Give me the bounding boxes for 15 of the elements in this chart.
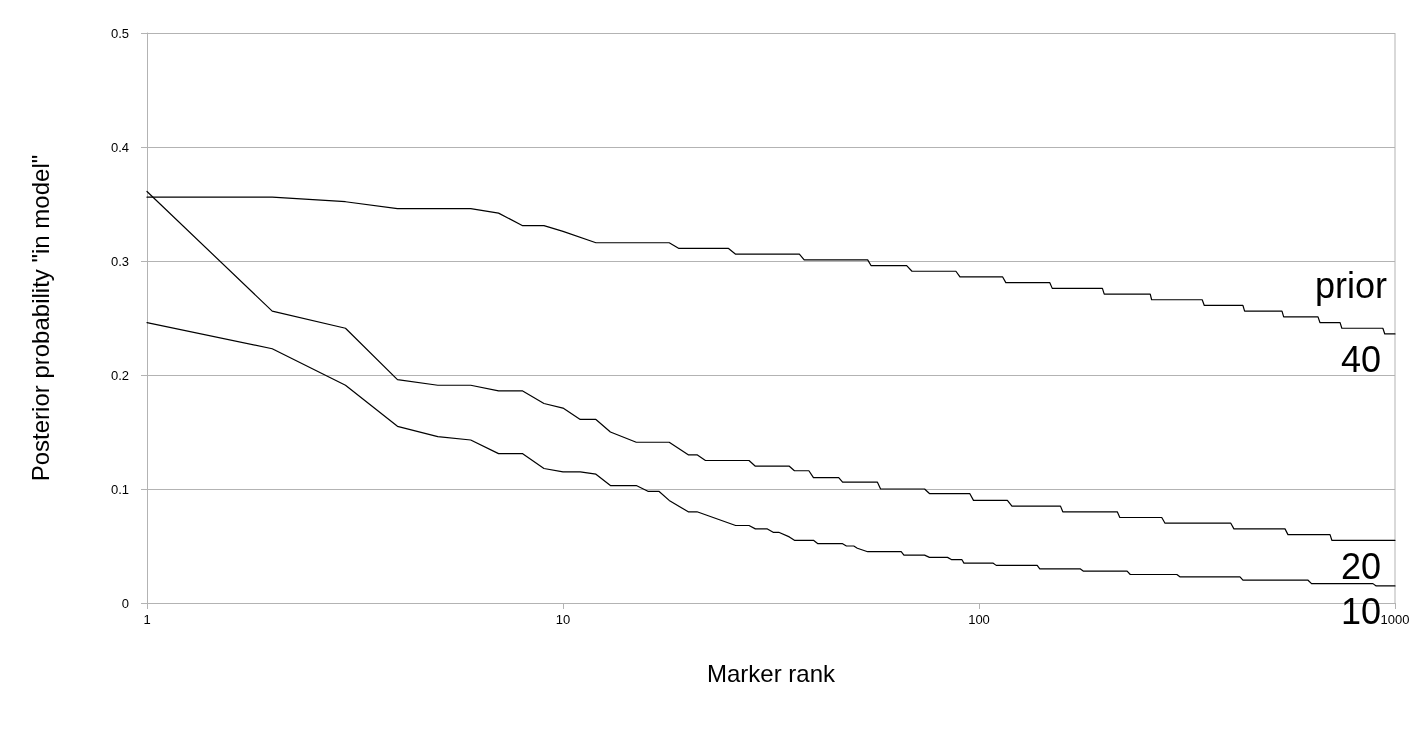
x-tick-label: 1000 (1380, 612, 1410, 627)
series-label: 40 (1341, 339, 1382, 381)
series-label: 20 (1341, 545, 1382, 587)
x-tick-label: 100 (968, 612, 990, 627)
x-axis-title: Marker rank (706, 659, 837, 687)
x-tick-label: 10 (555, 612, 571, 627)
x-tick-label: 1 (143, 612, 151, 627)
y-tick-label: 0.2 (110, 367, 129, 383)
y-tick-label: 0.5 (110, 25, 129, 41)
y-tick-label: 0.1 (110, 481, 129, 497)
y-tick-label: 0 (121, 595, 129, 611)
y-tick-label: 0.4 (110, 139, 129, 155)
annotation: prior (1314, 265, 1388, 307)
y-axis-title: Posterior probability "in model" (26, 154, 54, 482)
y-tick-label: 0.3 (110, 253, 129, 269)
